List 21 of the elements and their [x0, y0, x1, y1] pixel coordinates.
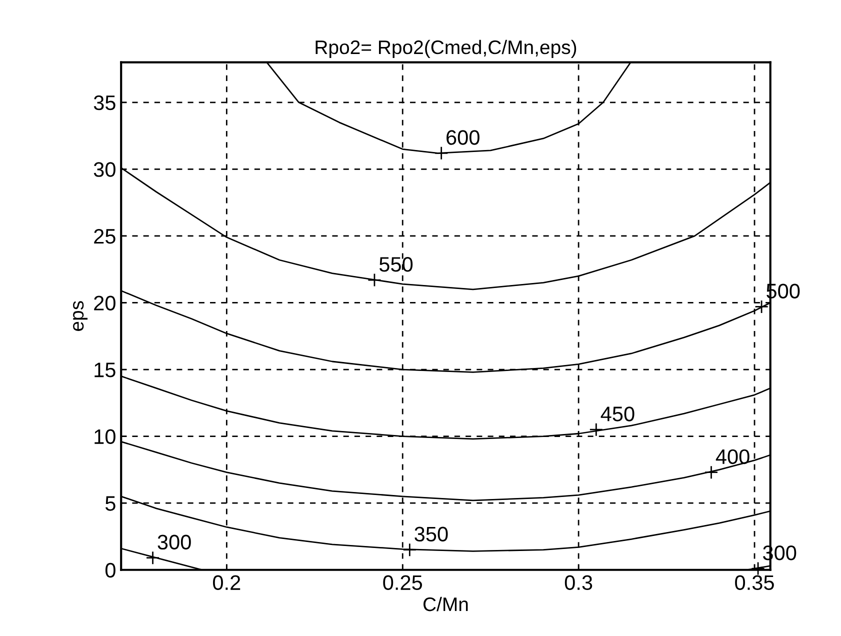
y-tick-label: 5	[105, 496, 116, 511]
x-tick-label: 0.2	[213, 575, 240, 590]
annotation: 350	[414, 526, 448, 542]
chart-title: Rpo2= Rpo2(Cmed,C/Mn,eps)	[316, 40, 576, 58]
annotation: 600	[446, 130, 480, 145]
y-tick-label: 10	[94, 429, 116, 444]
annotation: 400	[716, 449, 750, 464]
y-tick-label: 20	[94, 296, 116, 310]
y-tick-label: 35	[94, 95, 116, 110]
x-tick-label: 0.3	[564, 575, 592, 590]
y-axis-title: eps	[73, 301, 88, 331]
annotation: 550	[379, 256, 413, 272]
x-axis-title: C/Mn	[423, 596, 468, 612]
y-tick-label: 0	[105, 562, 116, 578]
y-tick-label: 25	[94, 228, 116, 244]
x-tick-label: 0.35	[735, 575, 774, 590]
y-tick-label: 15	[94, 362, 116, 378]
annotation: 450	[600, 406, 634, 422]
annotation: 300	[158, 534, 191, 550]
x-tick-label: 0.25	[383, 575, 422, 590]
y-tick-label: 30	[94, 162, 116, 177]
